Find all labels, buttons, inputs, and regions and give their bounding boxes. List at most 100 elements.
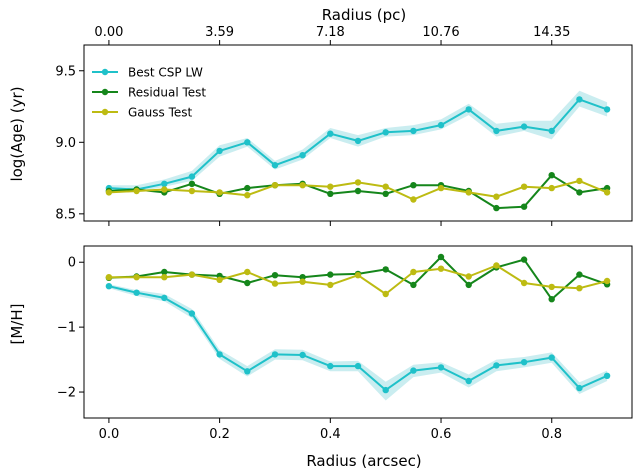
data-point-gauss-test bbox=[244, 192, 251, 199]
y-tick-label: 0 bbox=[68, 256, 76, 271]
plot-frame bbox=[83, 245, 633, 419]
data-point-best-csp-lw bbox=[576, 384, 583, 392]
data-point-best-csp-lw bbox=[105, 283, 113, 290]
data-point-gauss-test bbox=[216, 189, 223, 196]
data-point-residual-test bbox=[576, 189, 583, 196]
data-point-residual-test bbox=[188, 180, 196, 187]
data-point-gauss-test bbox=[382, 183, 389, 190]
data-point-residual-test bbox=[382, 266, 389, 273]
data-point-best-csp-lw bbox=[216, 147, 223, 155]
data-point-gauss-test bbox=[520, 183, 528, 190]
data-point-best-csp-lw bbox=[465, 106, 472, 113]
panel-age: 8.5 9.0 9.5 bbox=[55, 44, 633, 226]
legend-swatch-marker bbox=[101, 108, 109, 116]
legend-swatch-marker bbox=[101, 68, 109, 76]
data-point-best-csp-lw bbox=[382, 129, 389, 136]
data-point-residual-test bbox=[465, 281, 472, 289]
legend-swatch-marker bbox=[101, 88, 109, 96]
data-point-residual-test bbox=[244, 184, 251, 192]
data-point-gauss-test bbox=[465, 273, 472, 280]
data-point-gauss-test bbox=[188, 271, 196, 278]
data-point-gauss-test bbox=[299, 278, 306, 285]
data-point-best-csp-lw bbox=[520, 359, 528, 366]
data-point-residual-test bbox=[548, 172, 555, 179]
data-point-residual-test bbox=[410, 281, 417, 289]
data-point-best-csp-lw bbox=[271, 162, 279, 169]
data-point-best-csp-lw bbox=[520, 123, 528, 130]
data-point-gauss-test bbox=[271, 280, 279, 287]
x-tick-label: 0.2 bbox=[209, 427, 230, 442]
data-point-gauss-test bbox=[327, 183, 334, 190]
data-point-best-csp-lw bbox=[603, 106, 611, 113]
top-x-tick-label: 0.00 bbox=[94, 25, 123, 40]
data-point-best-csp-lw bbox=[548, 127, 555, 135]
data-point-best-csp-lw bbox=[327, 362, 334, 370]
y-tick-label: −1 bbox=[57, 321, 76, 336]
data-point-gauss-test bbox=[271, 182, 279, 189]
y-tick-label: 9.0 bbox=[55, 136, 76, 151]
x-tick-label: 0.8 bbox=[541, 427, 562, 442]
data-point-best-csp-lw bbox=[216, 351, 223, 358]
data-point-gauss-test bbox=[327, 281, 334, 289]
data-point-best-csp-lw bbox=[244, 139, 251, 146]
data-point-gauss-test bbox=[437, 184, 445, 192]
data-point-residual-test bbox=[410, 182, 417, 189]
data-point-residual-test bbox=[437, 253, 445, 261]
data-point-best-csp-lw bbox=[437, 364, 445, 371]
top-x-tick-label: 10.76 bbox=[422, 25, 459, 40]
data-point-best-csp-lw bbox=[603, 372, 611, 379]
data-point-gauss-test bbox=[603, 189, 611, 196]
data-point-best-csp-lw bbox=[410, 367, 417, 374]
data-point-best-csp-lw bbox=[382, 386, 389, 394]
y-tick-label: −2 bbox=[57, 386, 76, 401]
data-point-gauss-test bbox=[161, 274, 168, 281]
data-point-best-csp-lw bbox=[465, 377, 472, 385]
data-point-gauss-test bbox=[520, 279, 528, 287]
y-tick-label: 9.5 bbox=[55, 64, 76, 79]
data-point-best-csp-lw bbox=[244, 368, 251, 375]
top-x-tick-label: 14.35 bbox=[533, 25, 570, 40]
legend-label: Residual Test bbox=[128, 86, 206, 100]
legend-item-residual-test: Residual Test bbox=[92, 86, 206, 100]
data-point-best-csp-lw bbox=[493, 362, 500, 369]
data-point-best-csp-lw bbox=[299, 152, 306, 159]
data-point-residual-test bbox=[271, 272, 279, 279]
data-point-best-csp-lw bbox=[354, 137, 362, 145]
data-point-best-csp-lw bbox=[576, 96, 583, 103]
data-point-residual-test bbox=[299, 274, 306, 281]
data-point-residual-test bbox=[493, 204, 500, 212]
data-point-gauss-test bbox=[161, 186, 168, 193]
data-point-best-csp-lw bbox=[271, 351, 279, 358]
legend-item-best-csp-lw: Best CSP LW bbox=[92, 66, 203, 80]
series-line-best-csp-lw bbox=[108, 285, 608, 392]
y-tick-label: 8.5 bbox=[55, 207, 76, 222]
top-x-tick-label: 7.18 bbox=[316, 25, 345, 40]
data-point-residual-test bbox=[520, 203, 528, 210]
legend-item-gauss-test: Gauss Test bbox=[92, 106, 193, 120]
data-point-gauss-test bbox=[576, 177, 583, 185]
data-point-gauss-test bbox=[576, 285, 583, 292]
x-tick-label: 0.4 bbox=[320, 427, 341, 442]
data-point-gauss-test bbox=[548, 283, 555, 291]
data-point-best-csp-lw bbox=[133, 289, 140, 296]
data-point-gauss-test bbox=[548, 184, 555, 192]
data-point-gauss-test bbox=[244, 268, 251, 276]
data-point-gauss-test bbox=[299, 182, 306, 189]
data-point-gauss-test bbox=[188, 187, 196, 195]
legend-label: Best CSP LW bbox=[128, 66, 203, 80]
data-point-best-csp-lw bbox=[354, 362, 362, 370]
top-axis-label: Radius (pc) bbox=[322, 6, 407, 24]
data-point-best-csp-lw bbox=[188, 310, 196, 317]
data-point-gauss-test bbox=[465, 189, 472, 196]
data-point-gauss-test bbox=[603, 277, 611, 285]
data-point-best-csp-lw bbox=[161, 294, 168, 302]
data-point-best-csp-lw bbox=[327, 130, 334, 137]
data-point-best-csp-lw bbox=[437, 121, 445, 129]
data-point-best-csp-lw bbox=[410, 127, 417, 135]
data-point-residual-test bbox=[548, 296, 555, 303]
data-point-gauss-test bbox=[105, 189, 113, 196]
data-point-gauss-test bbox=[493, 262, 500, 269]
data-point-gauss-test bbox=[105, 274, 113, 281]
data-point-gauss-test bbox=[133, 187, 140, 195]
top-panel-ylabel: log(Age) (yr) bbox=[8, 86, 26, 181]
